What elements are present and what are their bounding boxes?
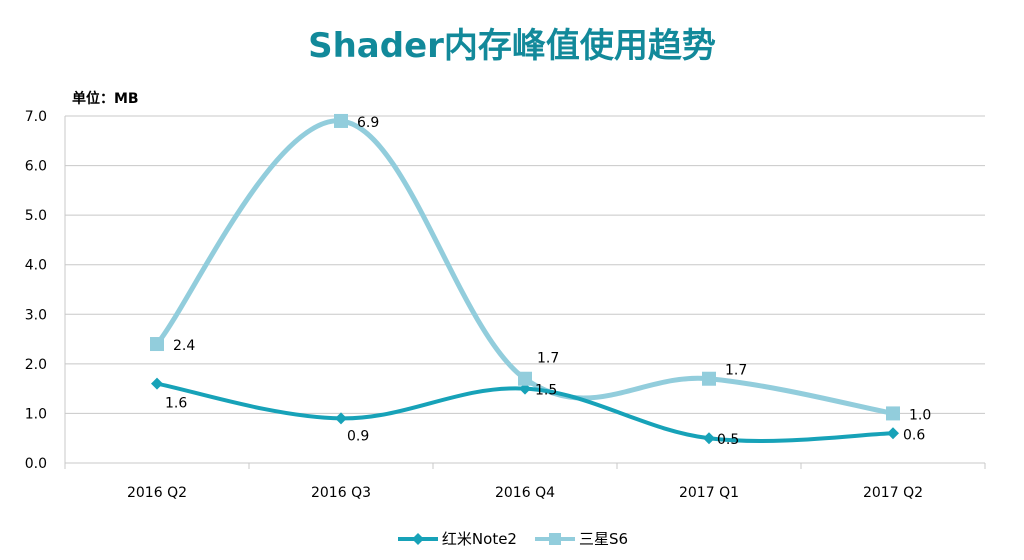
legend-label: 三星S6 [578,530,629,548]
data-point-diamond [703,432,715,445]
line-chart: 0.0 1.0 2.0 3.0 4.0 5.0 6.0 7.0 2016 Q2 2016 Q3 20… [25,109,986,501]
legend-square-marker-icon [534,532,575,545]
y-tick-label: 3.0 [25,307,47,323]
y-axis-unit-label: 单位：MB [72,91,139,107]
x-tick-label: 2016 Q4 [495,485,555,501]
x-tick-label: 2016 Q3 [311,485,371,501]
x-tick-label: 2017 Q2 [863,485,923,501]
data-point-square [334,113,348,128]
data-point-diamond [151,377,163,390]
data-point-diamond [887,427,899,440]
y-tick-label: 4.0 [25,258,47,274]
data-label: 1.6 [165,396,187,412]
data-label: 1.5 [535,383,557,399]
data-point-square [702,371,716,386]
data-label: 0.5 [717,432,739,448]
data-point-square [886,406,900,421]
data-label: 2.4 [173,338,195,354]
chart-title: Shader内存峰值使用趋势 [308,26,716,66]
data-label: 0.9 [347,428,369,444]
y-tick-label: 6.0 [25,159,47,175]
data-label: 1.7 [725,363,747,379]
y-tick-label: 2.0 [25,357,47,373]
data-label: 1.0 [909,407,931,423]
y-tick-label: 1.0 [25,406,47,422]
y-tick-label: 7.0 [25,109,47,125]
x-tick-label: 2017 Q1 [679,485,739,501]
legend-diamond-marker-icon [397,532,438,545]
legend-item-s6[interactable]: 三星S6 [533,528,628,549]
y-tick-label: 5.0 [25,208,47,224]
data-point-square [518,371,532,386]
legend-label: 红米Note2 [441,530,517,548]
data-label: 0.6 [903,427,925,443]
data-point-square [150,337,164,352]
series-line-s6 [154,118,896,416]
legend: 红米Note2 三星S6 [0,528,1024,549]
data-point-diamond [335,412,347,425]
data-label: 6.9 [357,115,379,131]
y-tick-label: 0.0 [25,456,47,472]
data-label: 1.7 [537,351,559,367]
x-tick-label: 2016 Q2 [127,485,187,501]
legend-item-note2[interactable]: 红米Note2 [396,528,517,549]
